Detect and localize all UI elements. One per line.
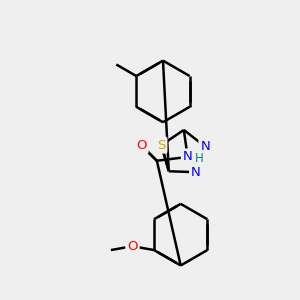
Text: H: H <box>195 152 204 165</box>
Text: O: O <box>127 240 138 253</box>
Text: S: S <box>157 139 166 152</box>
Text: N: N <box>200 140 210 153</box>
Text: O: O <box>136 139 147 152</box>
Text: N: N <box>183 150 193 164</box>
Text: N: N <box>191 166 201 179</box>
